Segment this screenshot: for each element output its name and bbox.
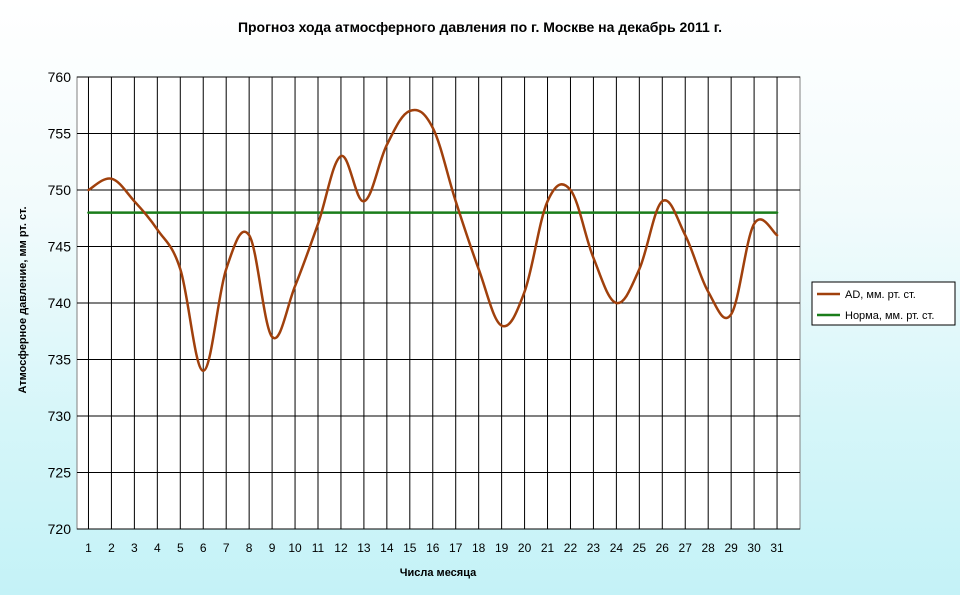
x-tick-label: 1 — [85, 541, 92, 555]
x-tick-label: 3 — [131, 541, 138, 555]
x-tick-label: 13 — [357, 541, 371, 555]
y-tick-label: 720 — [48, 521, 72, 537]
x-tick-label: 9 — [269, 541, 276, 555]
series — [87, 108, 779, 373]
x-tick-label: 20 — [518, 541, 532, 555]
legend-label-ad: AD, мм. рт. ст. — [845, 289, 916, 301]
x-tick-labels: 1 2 3 4 5 6 7 8 9 10 11 12 13 14 15 16 17 18 19 20 21 22 23 24 2… — [85, 541, 784, 555]
x-tick-label: 22 — [564, 541, 578, 555]
x-tick-label: 25 — [633, 541, 647, 555]
y-tick-label: 730 — [48, 408, 72, 424]
y-tick-label: 745 — [48, 239, 72, 255]
x-tick-label: 30 — [747, 541, 761, 555]
x-tick-label: 24 — [610, 541, 624, 555]
x-tick-label: 21 — [541, 541, 555, 555]
x-tick-label: 2 — [108, 541, 115, 555]
x-tick-label: 16 — [426, 541, 440, 555]
x-tick-label: 31 — [770, 541, 784, 555]
x-tick-label: 27 — [679, 541, 693, 555]
x-tick-label: 26 — [656, 541, 670, 555]
x-tick-label: 5 — [177, 541, 184, 555]
y-tick-label: 725 — [48, 465, 72, 481]
x-tick-label: 12 — [334, 541, 348, 555]
x-tick-label: 8 — [246, 541, 253, 555]
x-tick-label: 10 — [288, 541, 302, 555]
x-tick-label: 15 — [403, 541, 417, 555]
legend-label-norm: Норма, мм. рт. ст. — [845, 310, 934, 322]
x-tick-label: 29 — [724, 541, 738, 555]
y-tick-label: 755 — [48, 126, 72, 142]
chart-title: Прогноз хода атмосферного давления по г.… — [238, 19, 722, 35]
y-tick-label: 735 — [48, 352, 72, 368]
y-axis-label: Атмосферное давление, мм рт. ст. — [17, 206, 29, 393]
x-tick-label: 7 — [223, 541, 230, 555]
x-tick-label: 23 — [587, 541, 601, 555]
x-tick-label: 17 — [449, 541, 463, 555]
y-tick-labels: 720 725 730 735 740 745 750 755 760 — [48, 69, 72, 537]
x-tick-label: 18 — [472, 541, 486, 555]
y-tick-label: 740 — [48, 295, 72, 311]
x-tick-label: 11 — [312, 541, 325, 555]
y-tick-label: 760 — [48, 69, 72, 85]
x-tick-label: 19 — [495, 541, 509, 555]
x-tick-label: 6 — [200, 541, 207, 555]
x-tick-label: 4 — [154, 541, 161, 555]
legend-box — [811, 281, 956, 326]
grid — [77, 76, 800, 530]
y-tick-label: 750 — [48, 182, 72, 198]
x-tick-label: 28 — [702, 541, 716, 555]
legend: AD, мм. рт. ст. Норма, мм. рт. ст. — [811, 281, 956, 326]
series-line-ad — [87, 108, 779, 373]
x-axis-label: Числа месяца — [400, 567, 477, 579]
x-tick-label: 14 — [380, 541, 394, 555]
